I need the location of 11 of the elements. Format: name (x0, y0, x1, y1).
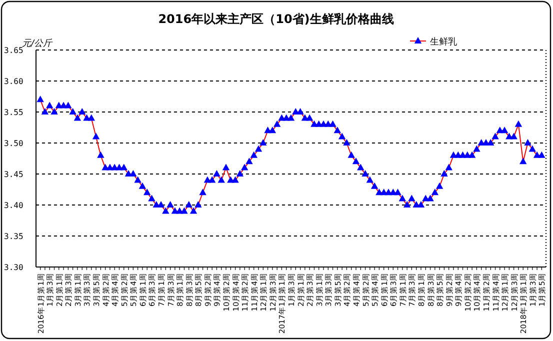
y-tick-label: 3.40 (4, 201, 24, 210)
y-tick-label: 3.50 (4, 139, 24, 148)
chart-title: 2016年以来主产区（10省)生鲜乳价格曲线 (158, 12, 394, 26)
y-tick-label: 3.55 (4, 108, 24, 117)
y-tick-label: 3.60 (4, 77, 24, 86)
y-tick-label: 3.35 (4, 232, 24, 241)
legend-label: 生鲜乳 (430, 36, 457, 48)
y-tick-label: 3.65 (4, 46, 24, 55)
y-axis-title: 元/公斤 (22, 38, 54, 49)
y-tick-label: 3.30 (4, 263, 24, 272)
y-tick-label: 3.45 (4, 170, 24, 179)
